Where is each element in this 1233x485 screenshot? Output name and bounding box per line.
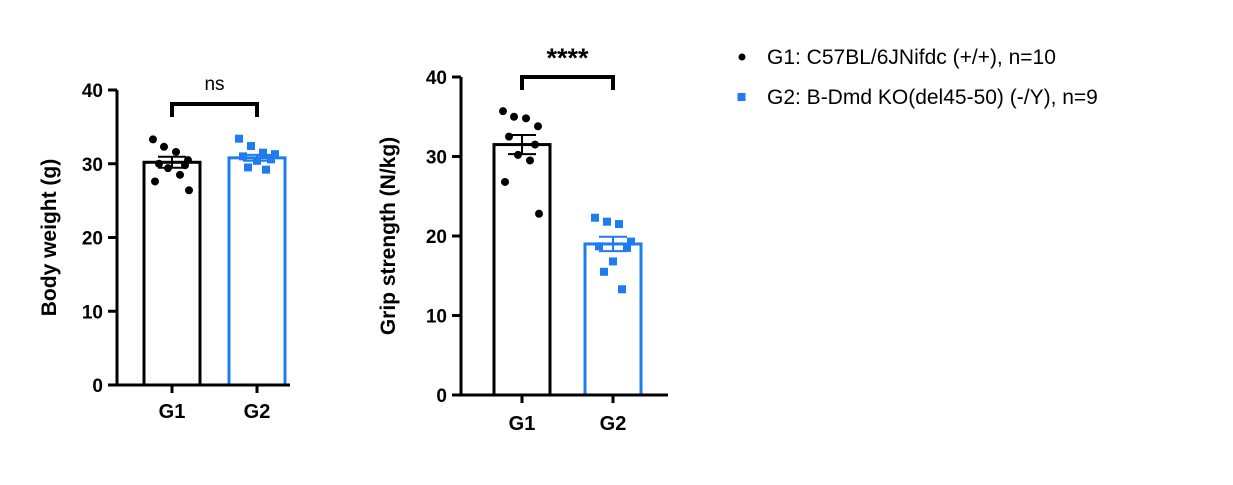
data-point-g1: [526, 156, 534, 165]
x-tick-label-g2: G2: [244, 401, 271, 423]
error-bar-g1: [504, 134, 540, 156]
data-point-g2: [603, 217, 611, 226]
error-bar-g2: [595, 235, 631, 253]
x-tick-label-g2: G2: [600, 413, 627, 435]
bar-g2: [583, 242, 643, 397]
data-point-g2: [609, 257, 617, 266]
significance-bracket: [520, 75, 615, 90]
data-point-g1: [522, 114, 530, 123]
y-tick-label: 30: [82, 155, 103, 176]
x-tick-label-g1: G1: [509, 413, 536, 435]
legend: G1: C57BL/6JNifdc (+/+), n=10 G2: B-Dmd K…: [737, 46, 1098, 109]
significance-bracket: [170, 102, 259, 117]
data-point-g2: [615, 220, 623, 229]
y-tick-label: 10: [82, 302, 103, 323]
data-point-g2: [595, 242, 603, 251]
data-point-g1: [176, 170, 184, 179]
data-point-g2: [239, 152, 247, 161]
data-point-g1: [172, 147, 180, 156]
data-point-g2: [618, 285, 626, 294]
data-point-g1: [155, 159, 163, 168]
chart-panel-2: 0 10 20 30 40 G1 G2 Grip strength (N/kg) ****: [377, 43, 668, 435]
data-point-g1: [499, 107, 507, 116]
significance-label: ns: [204, 74, 224, 95]
data-point-g2: [247, 142, 255, 151]
data-point-g2: [244, 163, 252, 172]
data-point-g1: [501, 177, 509, 186]
data-point-g1: [510, 112, 518, 121]
data-point-g2: [271, 150, 279, 159]
y-axis-title: Body weight (g): [38, 159, 61, 316]
y-tick-label: 10: [426, 307, 447, 328]
data-point-g2: [627, 237, 635, 246]
data-point-g2: [623, 243, 631, 252]
data-point-g2: [591, 213, 599, 222]
chart-panel-1: 0 10 20 30 40 G1 G2 Body weight (g) ns: [38, 74, 290, 423]
y-tick-label: 20: [426, 227, 447, 248]
bar-g2: [227, 156, 287, 387]
bar-g1: [142, 160, 202, 387]
data-point-g2: [259, 148, 267, 157]
error-bar-g2: [239, 153, 275, 162]
data-point-g1: [149, 135, 157, 144]
data-point-g1: [185, 186, 193, 195]
x-tick-label-g1: G1: [159, 401, 186, 423]
data-point-g2: [262, 165, 270, 174]
y-tick-label: 40: [426, 68, 447, 89]
y-tick-label: 40: [82, 81, 103, 102]
legend-label-g1: G1: C57BL/6JNifdc (+/+), n=10: [767, 46, 1056, 69]
legend-marker-g1: [738, 53, 746, 61]
y-tick-label: 30: [426, 148, 447, 169]
data-point-g1: [160, 142, 168, 151]
data-point-g2: [235, 134, 243, 143]
legend-label-g2: G2: B-Dmd KO(del45-50) (-/Y), n=9: [767, 86, 1098, 109]
significance-label: ****: [546, 43, 589, 73]
y-tick-label: 0: [436, 386, 447, 407]
data-point-g1: [151, 177, 159, 186]
data-point-g1: [534, 122, 542, 131]
bar-g1: [492, 143, 552, 397]
y-tick-label: 0: [92, 376, 103, 397]
data-point-g2: [267, 155, 275, 164]
error-bar-g1: [154, 155, 190, 169]
legend-marker-g2: [737, 93, 746, 101]
data-point-g2: [600, 267, 608, 276]
data-point-g1: [535, 209, 543, 218]
y-tick-label: 20: [82, 229, 103, 250]
y-axis-title: Grip strength (N/kg): [377, 137, 400, 335]
data-point-g1: [505, 132, 513, 141]
